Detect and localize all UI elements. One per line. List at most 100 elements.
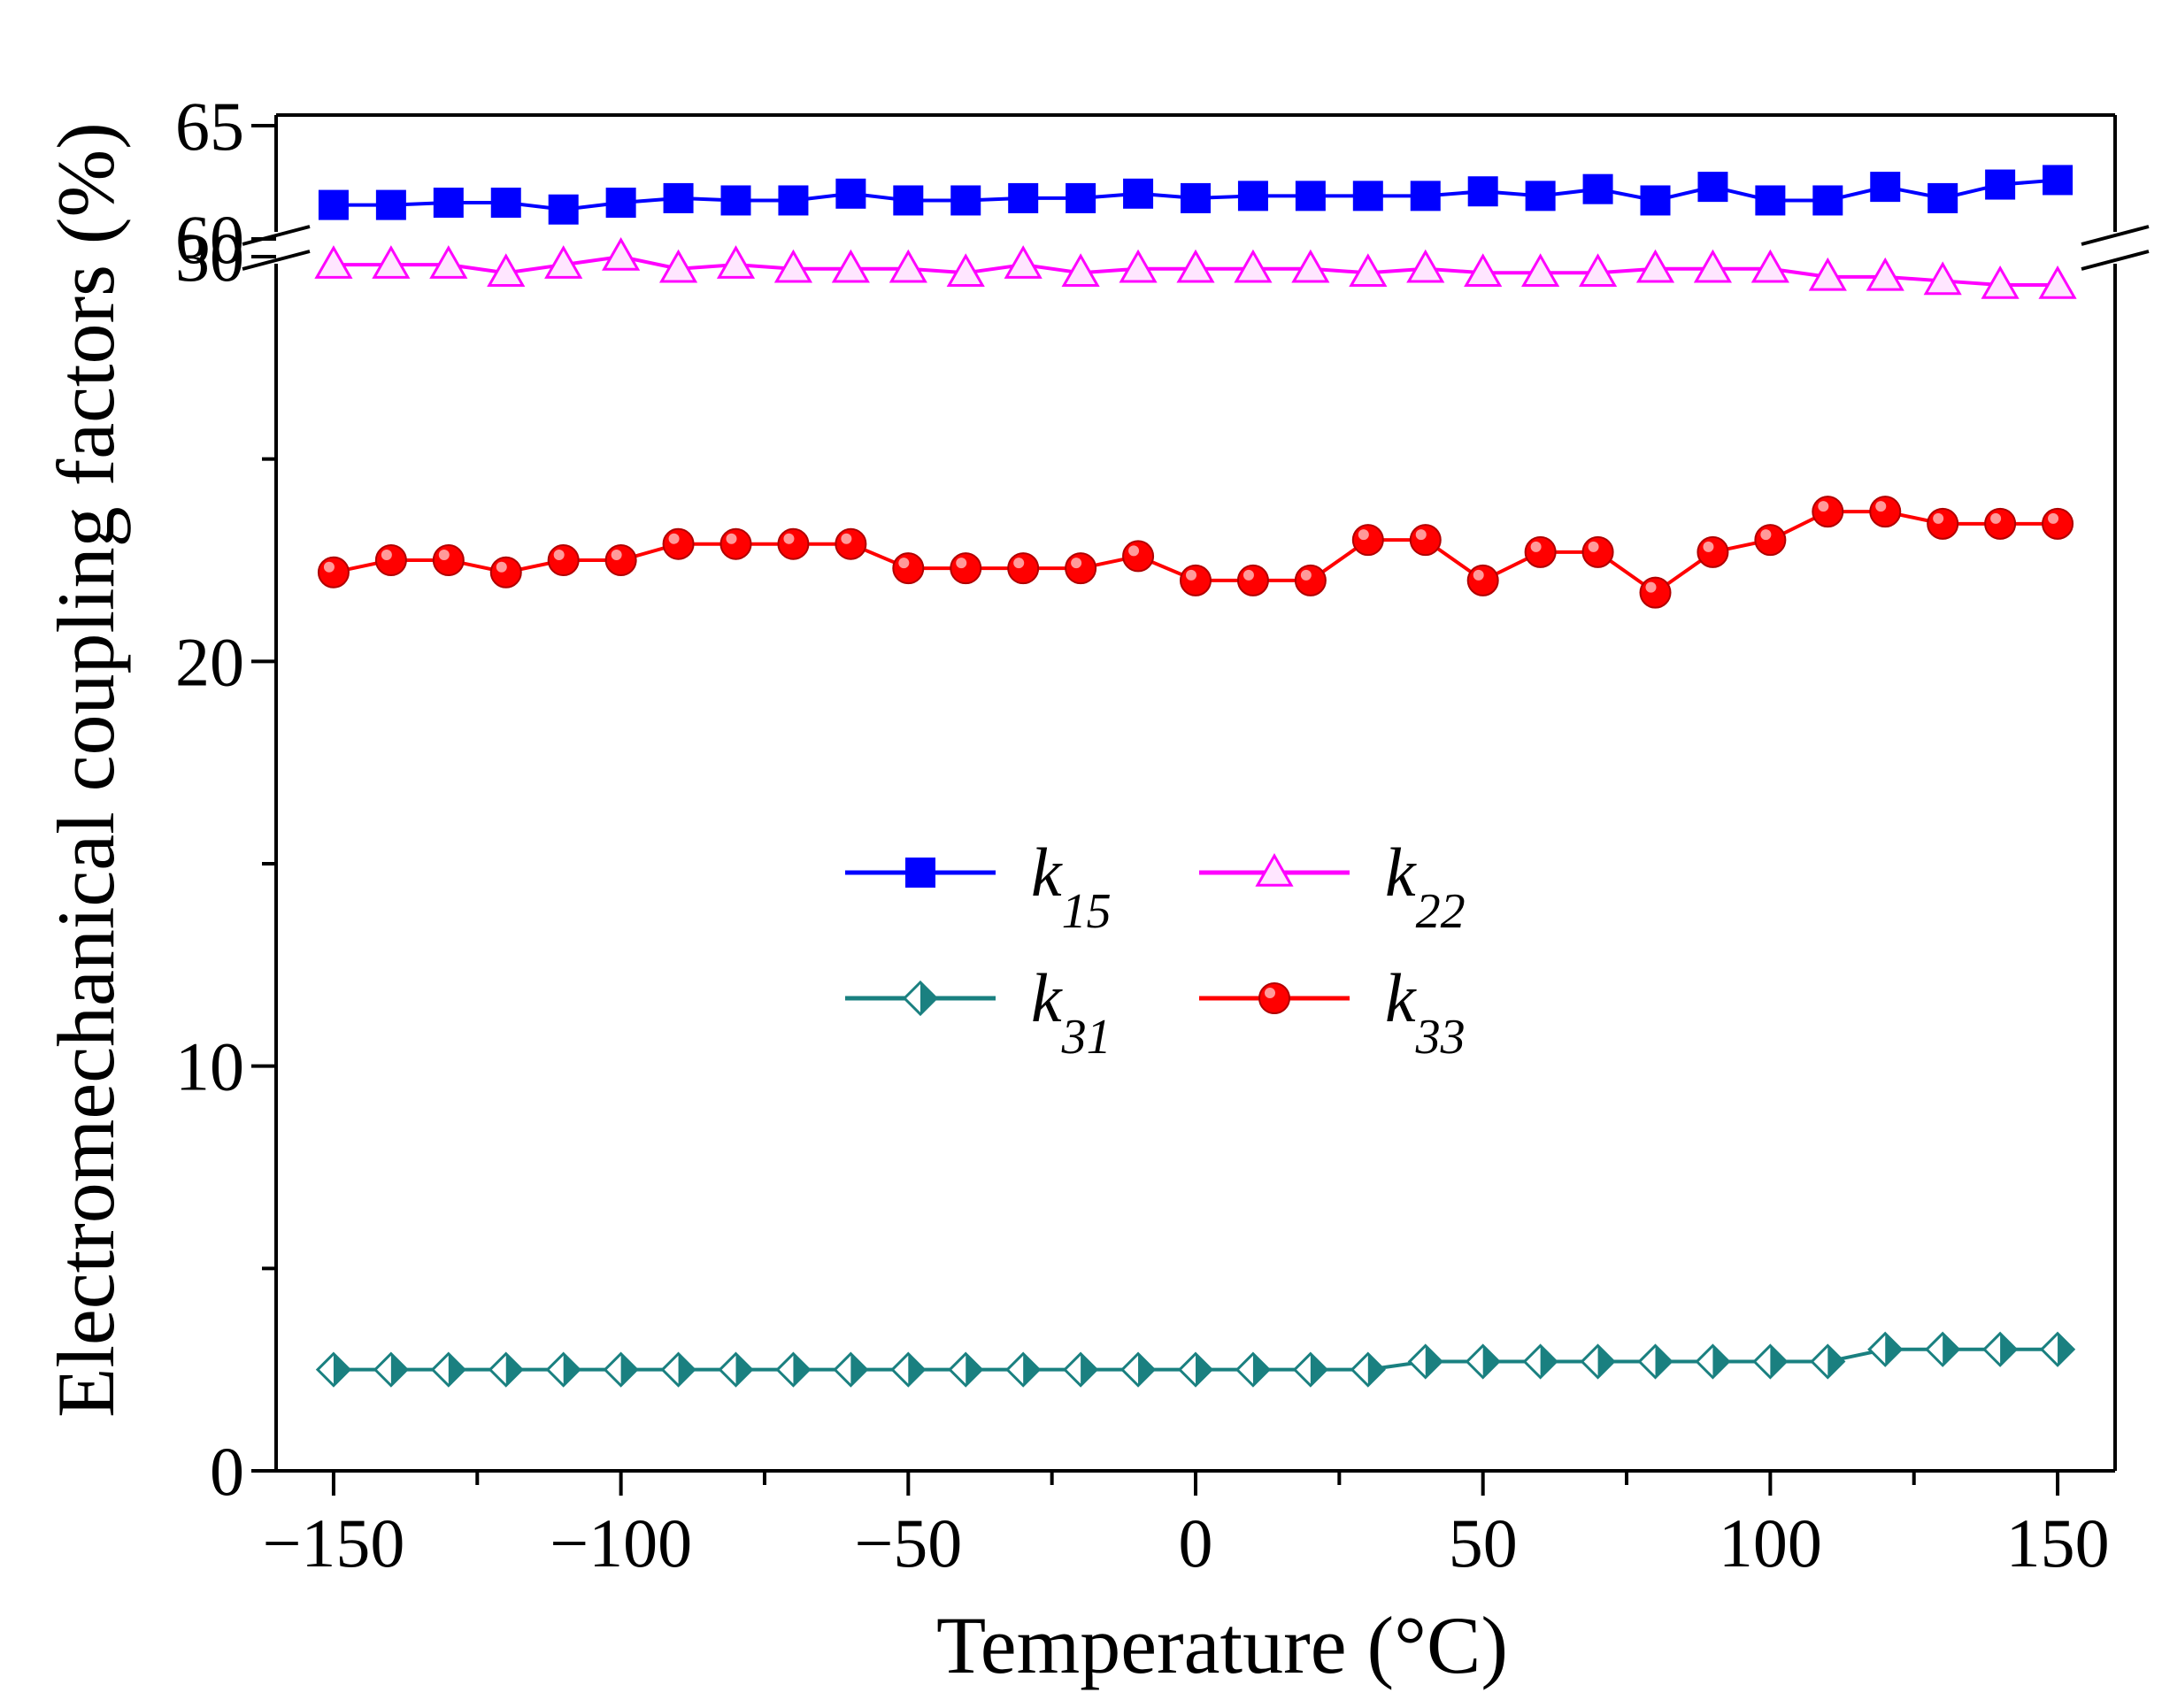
- data-point-k31: [373, 1351, 409, 1388]
- data-point-k31: [1752, 1343, 1789, 1380]
- data-point-k31: [1063, 1351, 1099, 1388]
- series-k33: [317, 496, 2074, 609]
- data-point-k33: [1581, 535, 1614, 568]
- data-point-k31: [1235, 1351, 1272, 1388]
- data-point-k31: [1465, 1343, 1501, 1380]
- data-point-k15: [1008, 182, 1039, 213]
- data-point-k15: [778, 185, 809, 216]
- data-point-k22: [487, 253, 526, 288]
- data-point-k15: [2043, 165, 2074, 196]
- data-point-k15: [950, 185, 981, 216]
- data-point-k15: [835, 178, 866, 209]
- x-tick-label: −150: [262, 1504, 404, 1581]
- data-point-k31: [833, 1351, 869, 1388]
- data-point-k22: [716, 245, 756, 279]
- data-point-k22: [1061, 253, 1100, 288]
- data-point-k33: [719, 527, 752, 560]
- data-point-k15: [1066, 182, 1096, 213]
- data-point-k15: [1640, 185, 1671, 216]
- data-point-k22: [946, 253, 985, 288]
- data-point-k31: [1350, 1351, 1386, 1388]
- y-break-mark-left: [241, 225, 312, 271]
- data-point-k15: [1410, 181, 1441, 212]
- series-layer: [314, 165, 2077, 1388]
- data-point-k22: [773, 249, 813, 283]
- data-point-k33: [950, 552, 982, 585]
- x-tick-label: 100: [1719, 1504, 1822, 1581]
- data-point-k22: [602, 236, 641, 271]
- data-point-k31: [775, 1351, 812, 1388]
- legend-item-k15: k15: [845, 834, 1112, 939]
- data-point-k33: [835, 527, 867, 560]
- data-point-k33: [1180, 564, 1212, 596]
- data-point-k33: [1754, 524, 1787, 557]
- data-point-k22: [889, 249, 927, 283]
- legend-item-k33: k33: [1199, 959, 1466, 1065]
- data-point-k22: [314, 245, 353, 279]
- legend-marker-k31: [902, 980, 939, 1017]
- data-point-k15: [375, 189, 406, 220]
- data-point-k15: [1181, 182, 1211, 213]
- legend-marker-k22: [1255, 852, 1294, 887]
- legend-label-k15: k15: [1031, 834, 1112, 939]
- data-point-k31: [1407, 1343, 1443, 1380]
- data-point-k15: [720, 185, 751, 216]
- data-point-k22: [1635, 249, 1675, 283]
- data-point-k15: [663, 182, 694, 213]
- y-tick-label: 20: [175, 623, 244, 700]
- data-point-k22: [1004, 245, 1043, 279]
- data-point-k33: [1351, 524, 1384, 557]
- data-point-k15: [1927, 182, 1958, 213]
- y-tick-label: 10: [175, 1028, 244, 1105]
- x-tick-label: 150: [2006, 1504, 2110, 1581]
- data-point-k15: [318, 189, 349, 220]
- legend-marker-k33: [1258, 982, 1290, 1014]
- data-point-k15: [1985, 169, 2016, 200]
- data-point-k22: [1923, 261, 1962, 296]
- legend-item-k22: k22: [1199, 834, 1466, 939]
- data-point-k31: [1982, 1331, 2019, 1367]
- data-point-k33: [892, 552, 925, 585]
- data-point-k31: [1580, 1343, 1616, 1380]
- data-point-k15: [1295, 181, 1326, 212]
- x-tick-label: −50: [854, 1504, 962, 1581]
- data-point-k22: [1349, 253, 1388, 288]
- data-point-k22: [1291, 249, 1330, 283]
- x-tick-label: 0: [1179, 1504, 1213, 1581]
- data-point-k31: [1867, 1331, 1904, 1367]
- data-point-k33: [1122, 540, 1155, 573]
- data-point-k31: [2039, 1331, 2076, 1367]
- series-k22: [314, 236, 2077, 299]
- data-point-k33: [2042, 507, 2074, 540]
- data-point-k15: [1697, 172, 1728, 203]
- legend: k15 k22 k31 k33: [845, 834, 1466, 1065]
- data-point-k31: [430, 1351, 466, 1388]
- data-point-k22: [1750, 249, 1789, 283]
- data-point-k15: [1123, 178, 1154, 209]
- data-point-k31: [1119, 1351, 1157, 1388]
- data-point-k33: [1236, 564, 1269, 596]
- data-point-k31: [1177, 1351, 1214, 1388]
- data-point-k33: [1869, 496, 1902, 528]
- data-point-k15: [893, 185, 924, 216]
- data-point-k33: [662, 527, 695, 560]
- series-k31: [315, 1331, 2076, 1388]
- data-point-k33: [1294, 564, 1327, 596]
- data-point-k22: [1866, 257, 1904, 291]
- data-point-k31: [1637, 1343, 1673, 1380]
- series-k15: [318, 165, 2074, 225]
- data-point-k33: [374, 544, 407, 576]
- y-axis-title: Electromechanical coupling factors (%): [41, 122, 131, 1418]
- data-point-k31: [603, 1351, 639, 1388]
- data-point-k22: [372, 245, 411, 279]
- data-point-k22: [1119, 249, 1158, 283]
- y-break-mark-right: [2080, 225, 2150, 271]
- data-point-k33: [1409, 524, 1442, 557]
- data-point-k31: [1005, 1351, 1042, 1388]
- data-point-k15: [1582, 173, 1613, 204]
- data-point-k33: [1466, 564, 1499, 596]
- data-point-k15: [1467, 176, 1498, 207]
- data-point-k33: [489, 556, 522, 589]
- legend-item-k31: k31: [845, 959, 1112, 1065]
